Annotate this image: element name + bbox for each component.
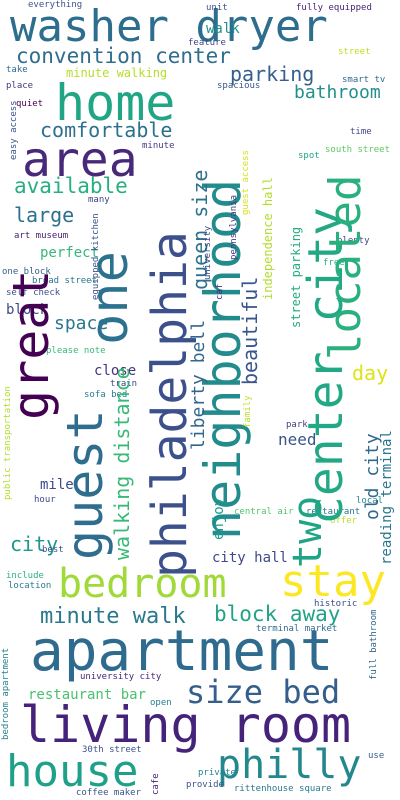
word: coffee maker [76, 788, 142, 798]
word: provide [186, 780, 224, 790]
word: city [10, 532, 59, 556]
word: university [203, 225, 213, 280]
word: street [338, 47, 371, 57]
word: guest [56, 409, 114, 560]
word: location [8, 581, 52, 591]
word: living room [20, 696, 352, 754]
word: include [6, 571, 44, 581]
word: one block [2, 267, 51, 277]
word: private [198, 768, 236, 778]
word: bathroom [294, 82, 381, 103]
word: liberty bell [188, 319, 209, 450]
word: place [6, 81, 34, 91]
word: time [350, 127, 372, 137]
word: located [320, 174, 371, 360]
word: bedroom [58, 561, 227, 607]
word: available [14, 174, 128, 198]
word: parking [230, 62, 315, 86]
word: size bed [186, 673, 341, 711]
word: plenty [337, 236, 370, 246]
word: free [323, 258, 345, 268]
word: street parking [289, 226, 303, 328]
word: art museum [14, 231, 69, 241]
word: guest access [241, 149, 251, 215]
word: everything [28, 0, 83, 10]
word: open [150, 698, 172, 708]
word: walking distance [110, 367, 134, 560]
word: two [285, 495, 331, 568]
word: please note [46, 346, 106, 356]
word: spot [298, 151, 320, 161]
word: offer [330, 516, 358, 526]
word: minute walk [40, 604, 186, 629]
word: philly [217, 742, 362, 788]
word: park [286, 420, 308, 430]
word: use [368, 751, 385, 761]
word: self check [6, 288, 61, 298]
word: block away [214, 602, 341, 626]
word: space [54, 313, 109, 334]
word: stay [280, 556, 386, 607]
word: mile [40, 477, 74, 493]
word: feature [188, 38, 226, 48]
word: large [14, 203, 75, 227]
word: local [356, 496, 384, 506]
word: perfect [40, 245, 100, 261]
word: day [352, 361, 389, 385]
word: restaurant [306, 507, 361, 517]
word: train [110, 379, 138, 389]
word: great [2, 269, 60, 420]
word: walk [206, 21, 240, 37]
word: independence hall [261, 177, 275, 300]
word: equipped kitchen [91, 213, 101, 300]
word: reading terminal [379, 430, 395, 565]
word: city hall [212, 550, 288, 566]
word: hour [34, 495, 56, 505]
word: historic [314, 599, 358, 609]
word: terminal market [256, 624, 338, 634]
word: pennsylvania [229, 194, 239, 260]
word: need [278, 430, 317, 449]
word: minute walking [66, 66, 168, 80]
word: philadelphia [142, 231, 198, 578]
word: apartment [30, 619, 334, 684]
word: family [243, 395, 253, 428]
word: cafe [151, 773, 161, 795]
word: home [55, 74, 176, 132]
word: full bathroom [369, 609, 379, 680]
word: unit [206, 3, 228, 13]
word: close [94, 363, 137, 379]
word: many [88, 195, 110, 205]
word: beautiful [238, 276, 262, 385]
word: fully equipped [296, 3, 372, 13]
word: university city [80, 672, 162, 682]
word: public transportation [3, 386, 13, 500]
word: convention center [16, 44, 231, 68]
word: bedroom apartment [1, 647, 11, 740]
word: sofa bed [84, 390, 128, 400]
word: caf [215, 283, 225, 300]
word: restaurant bar [28, 687, 147, 703]
word: central air [234, 507, 294, 517]
word: comfortable [40, 118, 173, 142]
word: south street [325, 145, 391, 155]
word: spacious [217, 81, 261, 91]
word: area [22, 132, 138, 188]
word: block [6, 302, 49, 318]
word: best [42, 545, 64, 555]
word: house [6, 746, 139, 797]
word: take [6, 65, 28, 75]
word: smart tv [342, 75, 386, 85]
word: quiet [16, 99, 44, 109]
word: minute [142, 141, 175, 151]
word: 30th street [82, 745, 142, 755]
word: rittenhouse square [234, 784, 332, 794]
word: easy access [9, 100, 19, 160]
word: broad street [32, 276, 98, 286]
word: washer dryer [10, 1, 328, 52]
word: enjoy [211, 497, 227, 540]
